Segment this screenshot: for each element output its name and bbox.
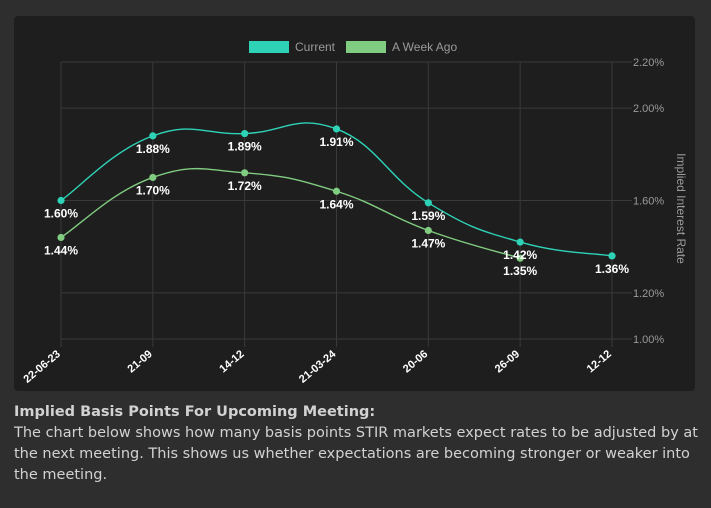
data-point-week-ago: [241, 169, 249, 177]
data-label-week-ago: 1.44%: [44, 243, 78, 257]
data-point-week-ago: [57, 233, 65, 242]
x-tick-label: 12-12: [585, 348, 614, 375]
legend-label-current: Current: [295, 40, 336, 54]
data-label-week-ago: 1.72%: [228, 179, 262, 193]
data-label-current: 1.36%: [595, 262, 629, 276]
y-tick-label: 1.20%: [633, 288, 664, 300]
data-label-current: 1.42%: [503, 248, 537, 262]
data-label-current: 1.89%: [228, 140, 262, 154]
y-tick-label: 2.20%: [633, 57, 664, 69]
legend-swatch-current: [249, 41, 289, 53]
data-label-current: 1.91%: [319, 135, 353, 149]
data-label-current: 1.60%: [44, 207, 78, 221]
y-tick-label: 1.60%: [633, 196, 664, 208]
data-point-current: [57, 196, 65, 205]
y-axis-title: Implied Interest Rate: [674, 153, 688, 264]
x-tick-label: 21-09: [125, 348, 154, 375]
series-line-week-ago: [60, 167, 521, 259]
description-body: The chart below shows how many basis poi…: [14, 425, 698, 483]
data-label-week-ago: 1.47%: [411, 237, 445, 251]
chart-description: Implied Basis Points For Upcoming Meetin…: [14, 402, 704, 486]
data-point-week-ago: [424, 226, 432, 235]
legend-swatch-week-ago: [346, 41, 386, 53]
x-tick-label: 22-06-23: [21, 348, 62, 386]
description-title: Implied Basis Points For Upcoming Meetin…: [14, 404, 376, 420]
data-point-current: [149, 132, 157, 140]
y-tick-label: 2.00%: [633, 103, 664, 115]
data-point-current: [332, 125, 341, 133]
x-tick-label: 26-09: [493, 348, 522, 375]
x-tick-label: 21-03-24: [297, 348, 339, 386]
data-point-current: [241, 129, 249, 138]
x-tick-label: 20-06: [401, 348, 430, 375]
data-label-week-ago: 1.64%: [319, 197, 353, 211]
data-label-week-ago: 1.35%: [503, 264, 537, 278]
data-label-current: 1.88%: [136, 142, 170, 156]
data-point-week-ago: [516, 254, 524, 262]
y-tick-label: 1.00%: [633, 334, 664, 346]
data-point-current: [608, 252, 616, 260]
data-point-week-ago: [332, 187, 341, 195]
data-point-current: [516, 238, 524, 246]
data-label-current: 1.59%: [411, 209, 445, 223]
data-point-current: [424, 199, 432, 207]
legend-label-week-ago: A Week Ago: [392, 40, 457, 54]
data-label-week-ago: 1.70%: [136, 183, 170, 197]
chart-panel: 1.00% 1.20% 1.60% 2.00% 2.20% 22-06-23 21-09 14…: [14, 16, 695, 391]
chart: 1.00% 1.20% 1.60% 2.00% 2.20% 22-06-23 21-09 14…: [21, 40, 688, 386]
data-point-week-ago: [149, 173, 157, 182]
x-tick-label: 14-12: [217, 348, 246, 375]
